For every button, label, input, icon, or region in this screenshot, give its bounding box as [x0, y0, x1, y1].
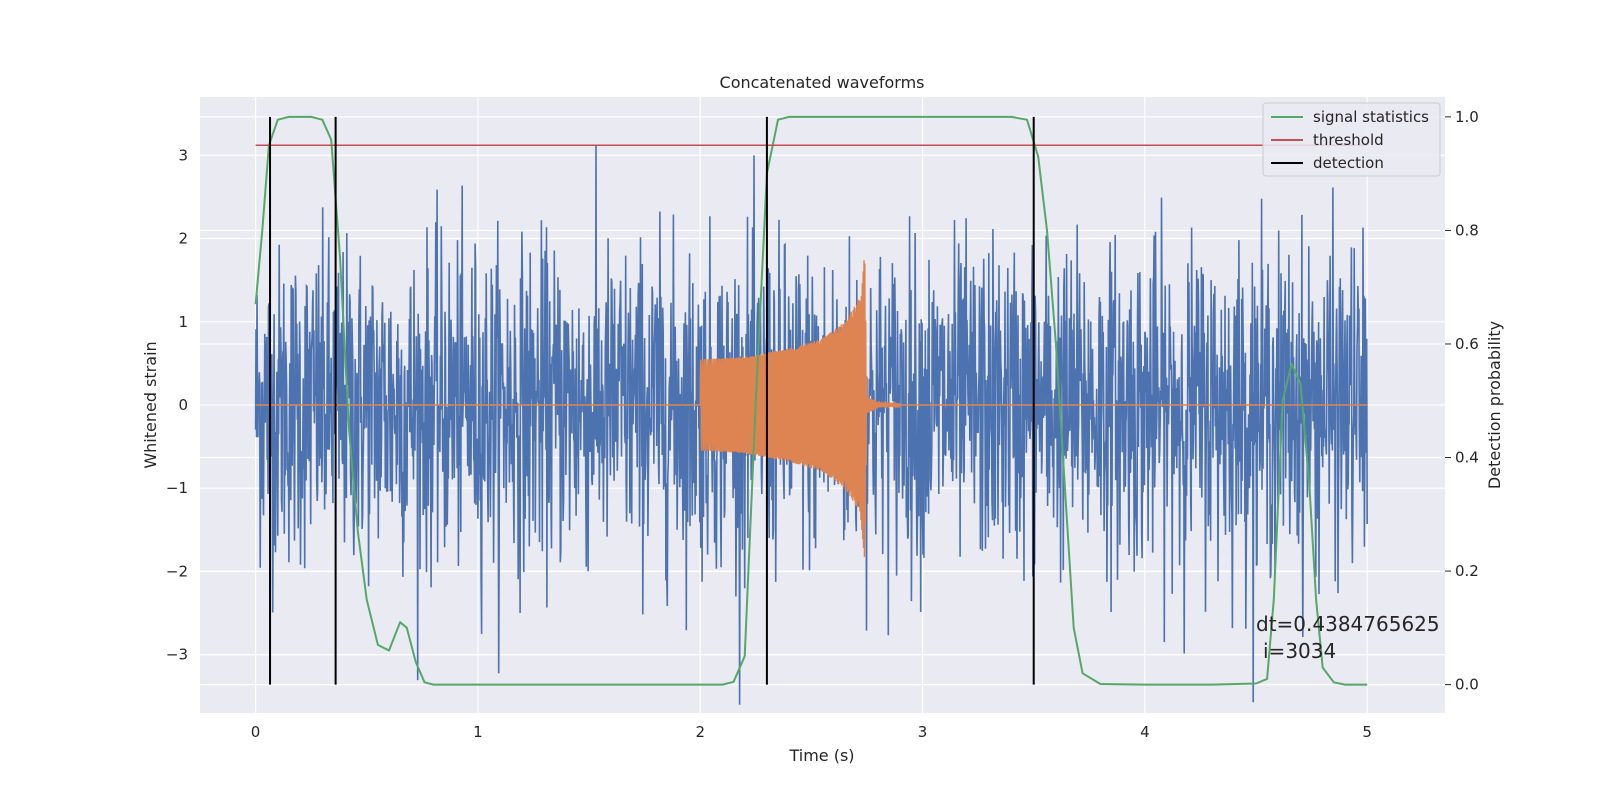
y-tick-label-left: 2: [178, 230, 188, 248]
x-tick-label: 4: [1140, 723, 1150, 741]
y-axis-label-right: Detection probability: [1485, 321, 1504, 489]
y-tick-label-left: 1: [178, 313, 188, 331]
y-tick-label-right: 0.4: [1455, 449, 1479, 467]
y-tick-label-right: 0.0: [1455, 676, 1479, 694]
x-tick-label: 0: [251, 723, 261, 741]
y-tick-label-left: 3: [178, 146, 188, 164]
legend-label-detection: detection: [1313, 154, 1384, 172]
y-axis-label-left: Whitened strain: [141, 341, 160, 468]
y-tick-label-left: 0: [178, 396, 188, 414]
legend-label-threshold: threshold: [1313, 131, 1384, 149]
chirp-layer: [255, 260, 1368, 557]
legend: signal statistics threshold detection: [1262, 102, 1441, 177]
x-axis-label: Time (s): [788, 746, 854, 765]
y-tick-label-left: −1: [166, 479, 188, 497]
chirp-series-line: [699, 260, 901, 557]
annotation-i: i=3034: [1263, 639, 1336, 663]
x-tick-label: 2: [695, 723, 705, 741]
legend-box: [1262, 102, 1441, 177]
y-tick-label-right: 1.0: [1455, 108, 1479, 126]
legend-label-signal-statistics: signal statistics: [1313, 108, 1429, 126]
y-tick-label-right: 0.8: [1455, 221, 1479, 239]
stats-layer: [254, 115, 1368, 686]
x-tick-label: 3: [918, 723, 928, 741]
x-tick-label: 1: [473, 723, 483, 741]
y-tick-label-right: 0.2: [1455, 562, 1479, 580]
annotation-dt: dt=0.4384765625: [1256, 612, 1440, 636]
chart-title: Concatenated waveforms: [720, 73, 925, 92]
x-tick-label: 5: [1362, 723, 1372, 741]
tick-layer: 0 1 2 3 4 5 −3 −2 −1 0 1 2 3 0.0 0.2 0.4 0.6 0.8 1.0: [166, 108, 1479, 741]
y-tick-label-left: −2: [166, 562, 188, 580]
y-tick-label-right: 0.6: [1455, 335, 1479, 353]
y-tick-label-left: −3: [166, 646, 188, 664]
